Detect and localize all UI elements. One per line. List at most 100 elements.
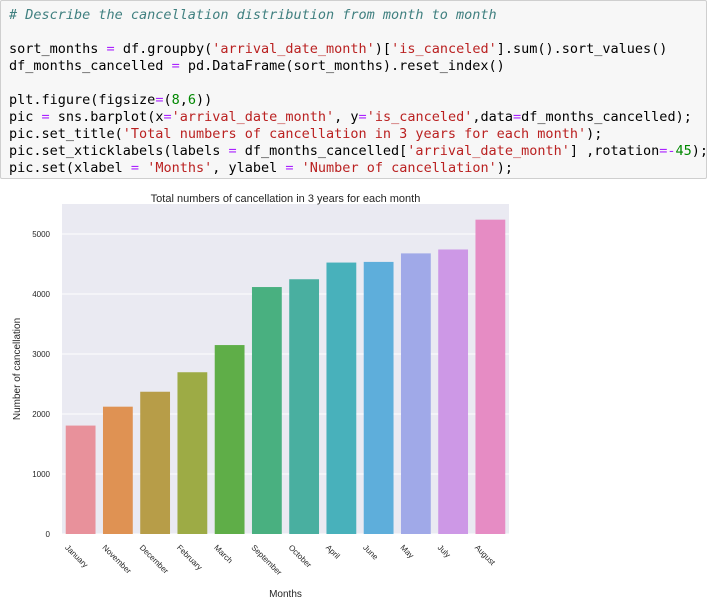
code-line: df_months_cancelled = pd.DataFrame(sort_… [9,58,708,75]
x-tick-label: March [212,543,234,565]
code-token: ].sum().sort_values() [496,41,668,57]
code-token: 6 [187,92,197,108]
code-token: ,data [472,109,513,125]
x-tick-label: June [361,543,380,562]
code-token: ); [586,126,603,142]
y-tick-labels: 0 1000 2000 3000 4000 5000 [32,230,50,539]
code-token: , ylabel [212,160,286,176]
code-line: sort_months = df.groupby('arrival_date_m… [9,41,708,58]
code-token: 45 [675,143,692,159]
plot-background [62,204,509,534]
x-tick-label: October [287,543,314,570]
code-token: = [358,109,367,125]
code-token: = [171,58,180,74]
code-editor[interactable]: # Describe the cancellation distribution… [9,7,708,177]
code-line: pic.set(xlabel = 'Months', ylabel = 'Num… [9,160,708,177]
code-line: pic.set_title('Total numbers of cancella… [9,126,708,143]
bar-june [363,261,394,534]
x-tick-labels: January November December February March Sept… [63,543,497,577]
code-token: ] ,rotation [569,143,660,159]
y-tick-label: 3000 [32,350,50,359]
code-token: = [41,109,50,125]
code-token: df_months_cancelled[ [236,143,408,159]
bar-august [475,219,506,534]
bar-chart: 0 1000 2000 3000 4000 5000 January November Dec… [12,193,509,600]
code-token: 'Months' [147,160,213,176]
code-token: 'Total numbers of cancellation in 3 year… [122,126,587,142]
code-line: pic = sns.barplot(x='arrival_date_month'… [9,109,708,126]
code-token: pic [9,109,42,125]
bar-october [289,279,320,534]
code-token: pic.set_title( [9,126,123,142]
code-token [294,160,302,176]
bar-july [438,249,469,534]
code-token: ( [163,92,172,108]
code-token: plt.figure(figsize [9,92,156,108]
code-line: pic.set_xticklabels(labels = df_months_c… [9,143,708,160]
x-tick-label: February [175,543,204,572]
code-token: sns.barplot(x [49,109,164,125]
x-tick-label: September [249,543,283,577]
code-token: pd.DataFrame(sort_months).reset_index() [179,58,505,74]
code-token: df.groupby( [114,41,213,57]
code-line [9,24,708,41]
code-token: df_months_cancelled); [521,109,692,125]
code-token: = [228,143,237,159]
bar-april [326,262,357,534]
code-token: = [513,109,522,125]
x-tick-label: November [100,543,133,576]
code-token: , y [334,109,359,125]
gridlines [62,233,509,535]
bar-december [140,391,171,534]
code-token: 'is_canceled' [366,109,473,125]
y-tick-label: 1000 [32,470,50,479]
code-token: 8 [171,92,180,108]
code-token [139,160,147,176]
bar-february [177,372,208,534]
code-token: = [106,41,115,57]
code-token: ); [496,160,514,176]
code-token: 'is_canceled' [391,41,497,57]
chart-title: Total numbers of cancellation in 3 years… [151,193,421,205]
code-token: # Describe the cancellation distribution… [9,7,497,23]
code-token: )[ [374,41,392,57]
code-token: 'Number of cancellation' [301,160,497,176]
x-tick-label: April [324,543,342,561]
x-tick-label: December [138,543,171,576]
x-axis-label: Months [269,589,302,600]
x-tick-label: January [63,543,89,569]
code-token: sort_months [9,41,107,57]
bar-september [251,287,282,534]
code-token: , [179,92,188,108]
code-token: = [155,92,164,108]
code-token: =- [659,143,676,159]
bar-january [65,425,96,534]
bar-march [214,345,245,534]
code-token: pic.set_xticklabels(labels [9,143,229,159]
code-token: = [130,160,140,176]
code-token: ); [691,143,709,159]
bar-may [400,253,431,534]
bars [65,219,506,534]
output-area: 0 1000 2000 3000 4000 5000 January November Dec… [0,182,709,605]
code-token: 'arrival_date_month' [171,109,335,125]
y-tick-label: 4000 [32,290,50,299]
code-line: # Describe the cancellation distribution… [9,7,708,24]
code-line: plt.figure(figsize=(8,6)) [9,92,708,109]
bar-november [102,406,133,534]
x-tick-label: May [398,543,415,560]
code-cell[interactable]: # Describe the cancellation distribution… [0,0,708,179]
code-token: = [285,160,294,176]
y-axis-label: Number of cancellation [12,318,23,420]
y-tick-label: 5000 [32,230,50,239]
y-tick-label: 2000 [32,410,50,419]
x-tick-label: July [436,543,452,559]
code-token: pic.set(xlabel [9,160,131,176]
y-tick-label: 0 [46,530,51,539]
code-token: df_months_cancelled [9,58,172,74]
code-token: 'arrival_date_month' [212,41,375,57]
code-token: 'arrival_date_month' [407,143,570,159]
x-tick-label: August [473,543,498,568]
code-line [9,75,708,92]
code-token: = [163,109,172,125]
